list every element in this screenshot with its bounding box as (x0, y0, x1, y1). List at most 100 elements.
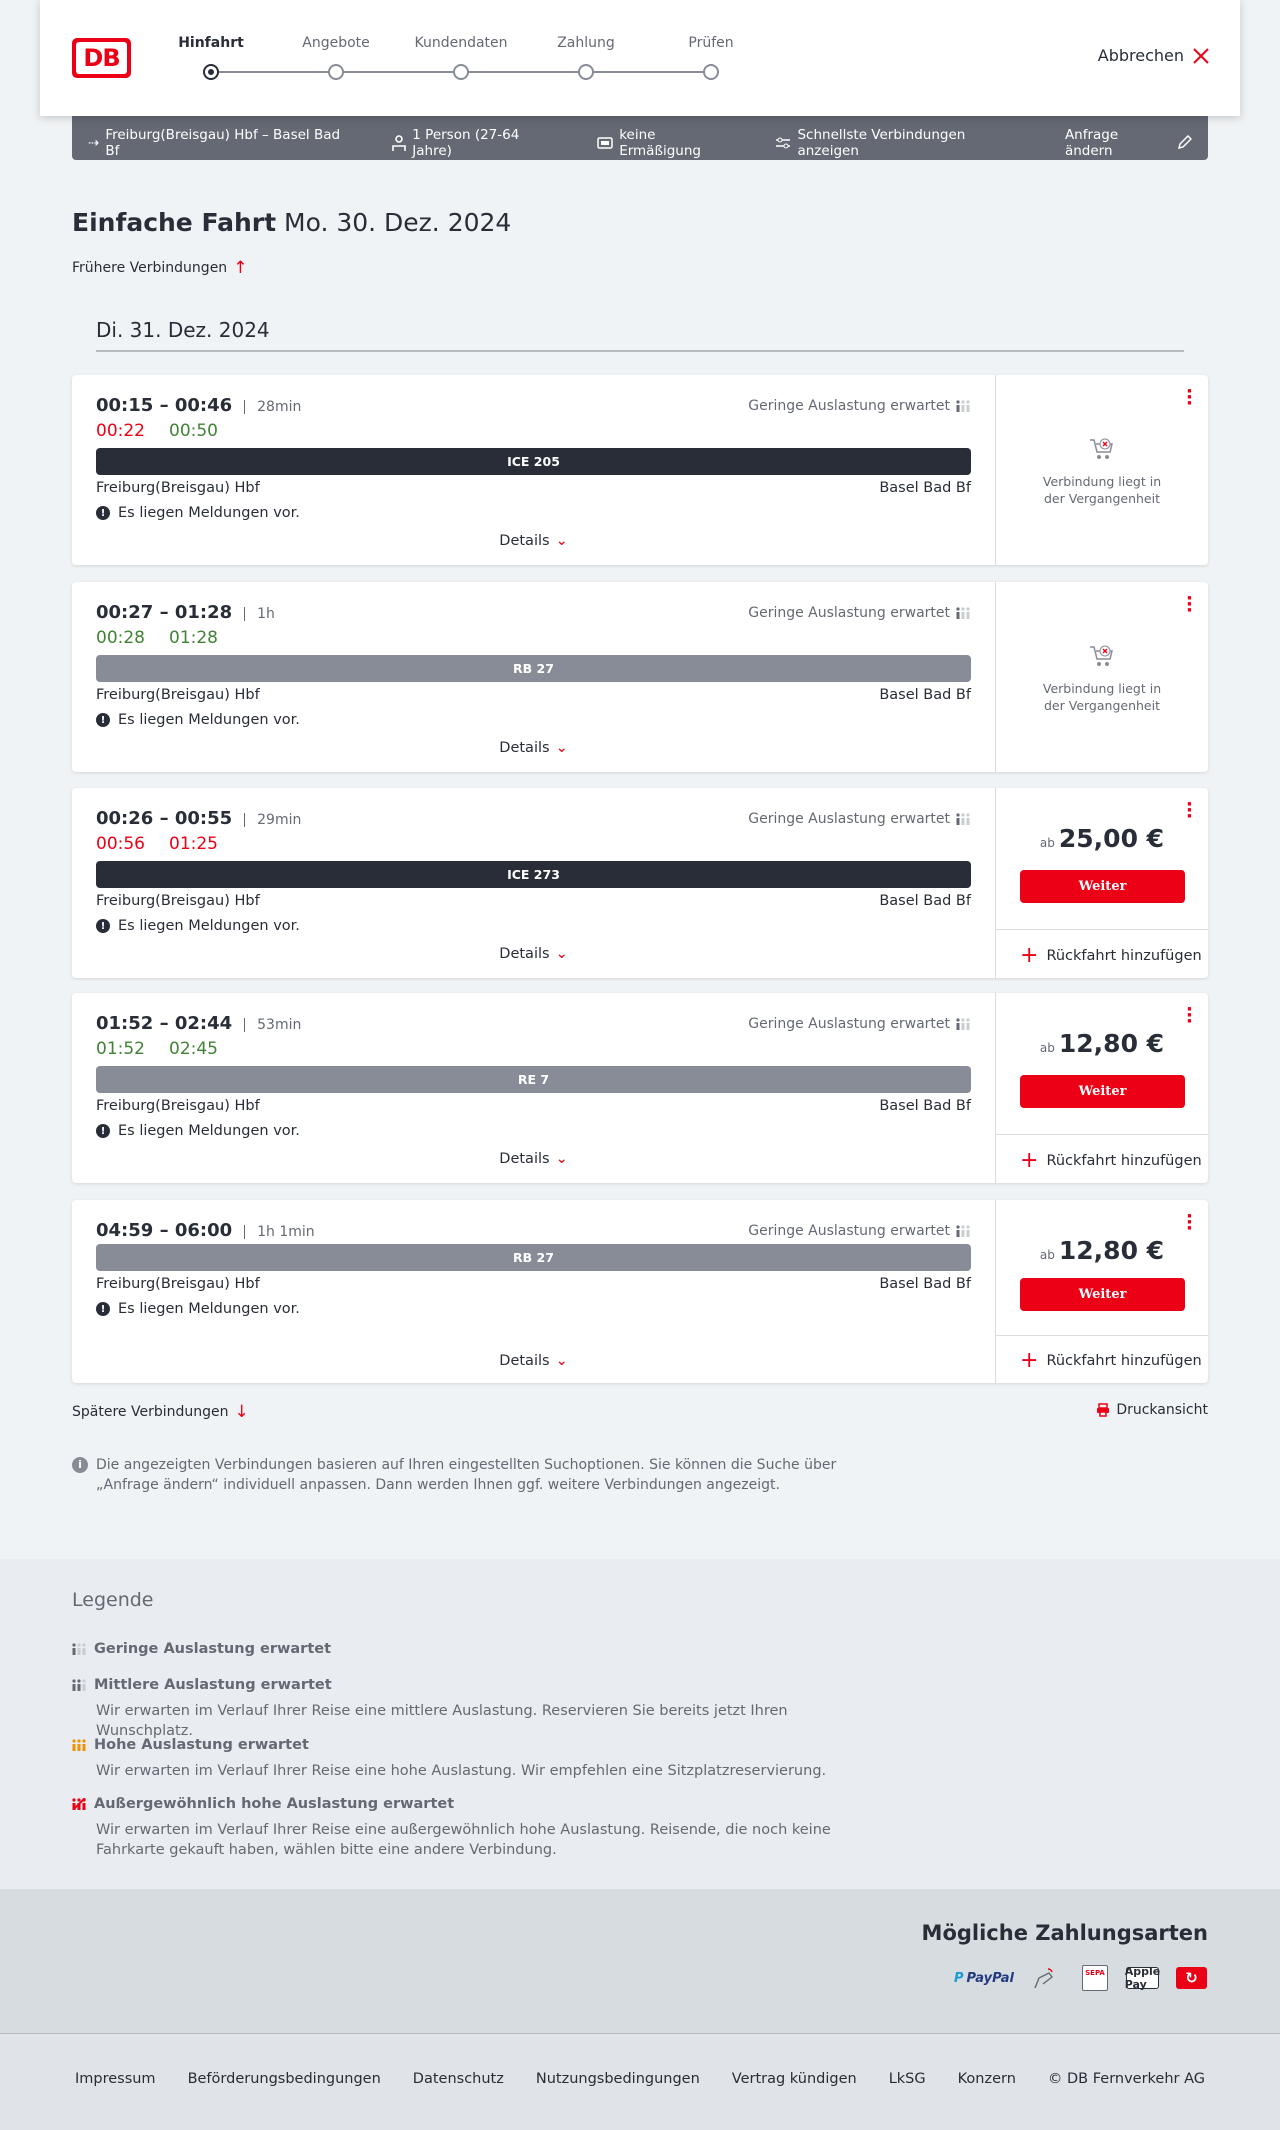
person-icon (392, 135, 407, 151)
footer-link[interactable]: Datenschutz (412, 2071, 504, 2087)
earlier-connections-link[interactable]: Frühere Verbindungen ↑ (72, 258, 248, 278)
alert-icon: ! (96, 1124, 110, 1138)
footer-link[interactable]: Konzern (957, 2071, 1016, 2087)
occupancy: Geringe Auslastung erwartet (748, 811, 970, 827)
connection-card: 00:27 – 01:28 1h 00:28 01:28 Geringe Auslast… (72, 582, 1208, 772)
payment-methods-section: Mögliche Zahlungsarten P PayPal SEPA Appl… (0, 1889, 1280, 2034)
departure-station: Freiburg(Breisgau) Hbf (96, 1276, 260, 1292)
db-logo[interactable]: DB (72, 38, 131, 78)
realtime-arrival: 00:50 (169, 421, 218, 441)
occupancy-icon (72, 1798, 86, 1810)
occupancy-icon (956, 607, 970, 619)
realtime-departure: 00:28 (96, 628, 145, 648)
footer-link[interactable]: Impressum (74, 2071, 156, 2087)
footer-link[interactable]: Nutzungsbedingungen (535, 2071, 700, 2087)
info-note: i Die angezeigten Verbindungen basieren a… (72, 1455, 872, 1495)
more-options-icon[interactable]: · · · (1186, 1206, 1193, 1239)
arrow-up-icon: ↑ (233, 258, 248, 278)
legend-title: Legende (72, 1589, 154, 1611)
page-title: Einfache Fahrt Mo. 30. Dez. 2024 (72, 208, 512, 237)
offer-panel: · · · ab 25,00 € Weiter + Rückfahrt hinzufügen (995, 788, 1208, 978)
footer-link[interactable]: Vertrag kündigen (731, 2071, 857, 2087)
train-bar[interactable]: RE 7 (96, 1066, 971, 1093)
continue-button[interactable]: Weiter (1020, 1075, 1185, 1108)
legend-section: Legende Geringe Auslastung erwartet Mittl… (0, 1559, 1280, 1889)
continue-button[interactable]: Weiter (1020, 1278, 1185, 1311)
printer-icon (1097, 1403, 1110, 1417)
legend-item: Geringe Auslastung erwartet (72, 1641, 331, 1657)
db-bonus-icon: ↻ (1176, 1967, 1207, 1989)
duration: 1h (244, 607, 275, 621)
apple-pay-icon: Apple Pay (1124, 1965, 1161, 1991)
change-request-button[interactable]: Anfrage ändern (1065, 127, 1192, 159)
footer-link[interactable]: LkSG (888, 2071, 926, 2087)
train-bar[interactable]: ICE 273 (96, 861, 971, 888)
more-options-icon[interactable]: · · · (1186, 999, 1193, 1032)
past-connection-note: Verbindung liegt in der Vergangenheit (996, 644, 1208, 714)
fastest-connections-toggle[interactable]: Schnellste Verbindungen anzeigen (775, 127, 1030, 159)
plus-icon: + (1020, 1148, 1039, 1173)
legend-item: Hohe Auslastung erwartet Wir erwarten im … (72, 1737, 876, 1781)
arrow-right-icon: ⇢ (88, 135, 100, 151)
add-return-button[interactable]: + Rückfahrt hinzufügen (1020, 1348, 1202, 1373)
connection-info: 04:59 – 06:00 1h 1min Geringe Auslastung e… (72, 1200, 995, 1383)
connection-times: 00:15 – 00:46 28min (96, 395, 302, 416)
occupancy-icon (956, 1225, 970, 1237)
add-return-button[interactable]: + Rückfahrt hinzufügen (1020, 1148, 1202, 1173)
realtime-arrival: 01:25 (169, 834, 218, 854)
credit-card-icon (1031, 1967, 1057, 1989)
step-indicator (578, 64, 594, 80)
cancel-button[interactable]: Abbrechen (1098, 46, 1210, 65)
details-toggle[interactable]: Details ⌄ (499, 1151, 568, 1167)
realtime-row: 00:28 01:28 (96, 628, 242, 648)
later-connections-link[interactable]: Spätere Verbindungen ↓ (72, 1402, 249, 1422)
train-bar[interactable]: ICE 205 (96, 448, 971, 475)
search-summary-bar: ⇢ Freiburg(Breisgau) Hbf – Basel Bad Bf 1… (72, 116, 1208, 160)
step-label: Hinfahrt (178, 35, 244, 51)
details-toggle[interactable]: Details ⌄ (499, 740, 568, 756)
occupancy-icon (956, 1018, 970, 1030)
alert-icon: ! (96, 506, 110, 520)
realtime-row: 01:52 02:45 (96, 1039, 242, 1059)
more-options-icon[interactable]: · · · (1186, 588, 1193, 621)
realtime-departure: 01:52 (96, 1039, 145, 1059)
price: ab 12,80 € (1039, 1029, 1165, 1058)
connection-times: 00:27 – 01:28 1h (96, 602, 275, 623)
notice: ! Es liegen Meldungen vor. (96, 505, 300, 521)
connection-times: 00:26 – 00:55 29min (96, 808, 302, 829)
divider (996, 929, 1208, 930)
details-toggle[interactable]: Details ⌄ (499, 946, 568, 962)
occupancy: Geringe Auslastung erwartet (748, 605, 970, 621)
footer-link[interactable]: Beförderungsbedingungen (187, 2071, 381, 2087)
step-indicator (328, 64, 344, 80)
step-indicator (203, 64, 219, 80)
more-options-icon[interactable]: · · · (1186, 794, 1193, 827)
passenger-summary: 1 Person (27-64 Jahre) (392, 127, 563, 159)
step-indicator (703, 64, 719, 80)
realtime-arrival: 01:28 (169, 628, 218, 648)
day-header: Di. 31. Dez. 2024 (96, 318, 270, 342)
add-return-button[interactable]: + Rückfahrt hinzufügen (1020, 943, 1202, 968)
arrival-station: Basel Bad Bf (879, 687, 971, 703)
footer-link: © DB Fernverkehr AG (1047, 2071, 1206, 2087)
arrival-station: Basel Bad Bf (879, 1098, 971, 1114)
chevron-down-icon: ⌄ (555, 1353, 568, 1369)
details-toggle[interactable]: Details ⌄ (499, 1353, 568, 1369)
print-view-link[interactable]: Druckansicht (1096, 1402, 1208, 1418)
sepa-icon: SEPA (1082, 1965, 1108, 1991)
continue-button[interactable]: Weiter (1020, 870, 1185, 903)
discount-summary: keine Ermäßigung (597, 127, 741, 159)
notice: ! Es liegen Meldungen vor. (96, 1123, 300, 1139)
train-bar[interactable]: RB 27 (96, 1244, 971, 1271)
step-label: Prüfen (688, 35, 734, 51)
details-toggle[interactable]: Details ⌄ (499, 533, 568, 549)
chevron-down-icon: ⌄ (555, 740, 568, 756)
connection-card: 00:26 – 00:55 29min 00:56 01:25 Geringe Ausl… (72, 788, 1208, 978)
payment-title: Mögliche Zahlungsarten (921, 1921, 1208, 1945)
past-connection-note: Verbindung liegt in der Vergangenheit (996, 437, 1208, 507)
departure-station: Freiburg(Breisgau) Hbf (96, 687, 260, 703)
more-options-icon[interactable]: · · · (1186, 381, 1193, 414)
offer-panel: · · · ab 12,80 € Weiter + Rückfahrt hinzufügen (995, 993, 1208, 1183)
train-bar[interactable]: RB 27 (96, 655, 971, 682)
occupancy: Geringe Auslastung erwartet (748, 1016, 970, 1032)
